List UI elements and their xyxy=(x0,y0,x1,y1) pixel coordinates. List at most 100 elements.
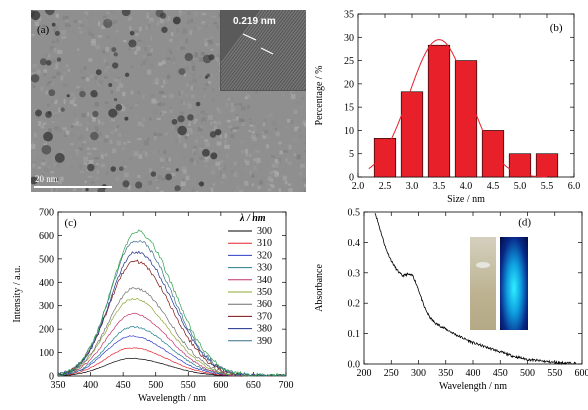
x-tick-label: 500 xyxy=(520,368,535,379)
noise-speck xyxy=(262,131,265,134)
panel-a-label: (a) xyxy=(37,24,50,36)
noise-speck xyxy=(186,130,189,133)
noise-speck xyxy=(302,120,306,126)
noise-speck xyxy=(251,183,254,187)
noise-speck xyxy=(142,40,145,44)
noise-speck xyxy=(139,88,142,94)
noise-speck xyxy=(76,150,80,156)
noise-speck xyxy=(33,113,38,117)
noise-speck xyxy=(212,104,217,108)
noise-speck xyxy=(210,187,214,192)
noise-speck xyxy=(83,156,89,162)
noise-speck xyxy=(231,170,235,174)
noise-speck xyxy=(140,63,143,67)
noise-speck xyxy=(83,66,87,70)
noise-speck xyxy=(184,66,189,71)
panel-b-label: (b) xyxy=(550,22,563,34)
noise-speck xyxy=(293,153,297,156)
noise-speck xyxy=(249,154,254,158)
noise-speck xyxy=(218,150,221,154)
lattice-fringe xyxy=(221,10,265,69)
noise-speck xyxy=(43,143,48,146)
noise-speck xyxy=(153,109,158,115)
noise-speck xyxy=(128,16,133,20)
noise-speck xyxy=(231,96,234,101)
nanoparticle xyxy=(177,125,187,136)
noise-speck xyxy=(275,131,280,137)
noise-speck xyxy=(53,163,57,167)
noise-speck xyxy=(162,60,166,65)
y-axis-label: Absorbance xyxy=(314,264,325,312)
noise-speck xyxy=(116,140,121,146)
noise-speck xyxy=(137,39,142,42)
noise-speck xyxy=(262,134,267,139)
lattice-fringe xyxy=(230,10,292,90)
x-tick-label: 500 xyxy=(148,380,163,391)
y-axis-label: Percentage / % xyxy=(314,66,325,126)
noise-speck xyxy=(269,171,273,175)
noise-speck xyxy=(93,191,98,192)
nanoparticle xyxy=(79,90,86,98)
noise-speck xyxy=(114,38,118,41)
noise-speck xyxy=(142,54,147,59)
noise-speck xyxy=(81,112,86,118)
lattice-fringe xyxy=(221,10,283,90)
noise-speck xyxy=(119,22,122,27)
noise-speck xyxy=(247,113,253,116)
noise-speck xyxy=(191,56,194,62)
scale-bar xyxy=(34,186,112,188)
noise-speck xyxy=(34,21,39,27)
noise-speck xyxy=(170,126,175,130)
noise-speck xyxy=(146,137,150,141)
noise-speck xyxy=(186,19,191,24)
noise-speck xyxy=(245,151,249,157)
nanoparticle xyxy=(121,10,131,17)
noise-speck xyxy=(224,139,227,145)
noise-speck xyxy=(123,39,127,43)
noise-speck xyxy=(209,121,214,126)
noise-speck xyxy=(142,150,146,154)
noise-speck xyxy=(244,159,247,163)
noise-speck xyxy=(105,46,110,52)
noise-speck xyxy=(149,12,155,18)
noise-speck xyxy=(31,185,34,189)
noise-speck xyxy=(98,80,103,85)
nanoparticle xyxy=(90,90,98,98)
noise-speck xyxy=(159,90,165,95)
noise-speck xyxy=(87,155,92,159)
noise-speck xyxy=(225,102,229,107)
noise-speck xyxy=(180,139,185,142)
noise-speck xyxy=(188,80,192,86)
nanoparticle xyxy=(108,108,118,118)
noise-speck xyxy=(52,97,56,102)
noise-speck xyxy=(76,85,81,89)
legend-entry: 350 xyxy=(257,287,272,298)
noise-speck xyxy=(51,48,57,51)
noise-speck xyxy=(199,125,203,128)
noise-speck xyxy=(100,152,104,157)
noise-speck xyxy=(64,22,69,27)
lattice-spacing-label: 0.219 nm xyxy=(233,16,276,27)
noise-speck xyxy=(124,191,127,192)
noise-speck xyxy=(276,104,281,109)
noise-speck xyxy=(177,133,182,138)
noise-speck xyxy=(240,139,244,144)
noise-speck xyxy=(216,54,220,60)
noise-speck xyxy=(57,49,63,54)
noise-speck xyxy=(46,81,49,87)
noise-speck xyxy=(219,134,222,139)
noise-speck xyxy=(41,24,46,28)
noise-speck xyxy=(123,162,127,165)
noise-speck xyxy=(178,12,183,15)
noise-speck xyxy=(167,48,172,53)
noise-speck xyxy=(125,46,130,49)
noise-speck xyxy=(89,13,92,16)
noise-speck xyxy=(85,127,89,131)
noise-speck xyxy=(235,121,239,125)
lattice-fringe xyxy=(248,13,306,90)
noise-speck xyxy=(190,50,195,54)
nanoparticle xyxy=(85,188,89,192)
x-tick-label: 650 xyxy=(246,380,261,391)
noise-speck xyxy=(33,152,36,156)
noise-speck xyxy=(168,157,171,162)
